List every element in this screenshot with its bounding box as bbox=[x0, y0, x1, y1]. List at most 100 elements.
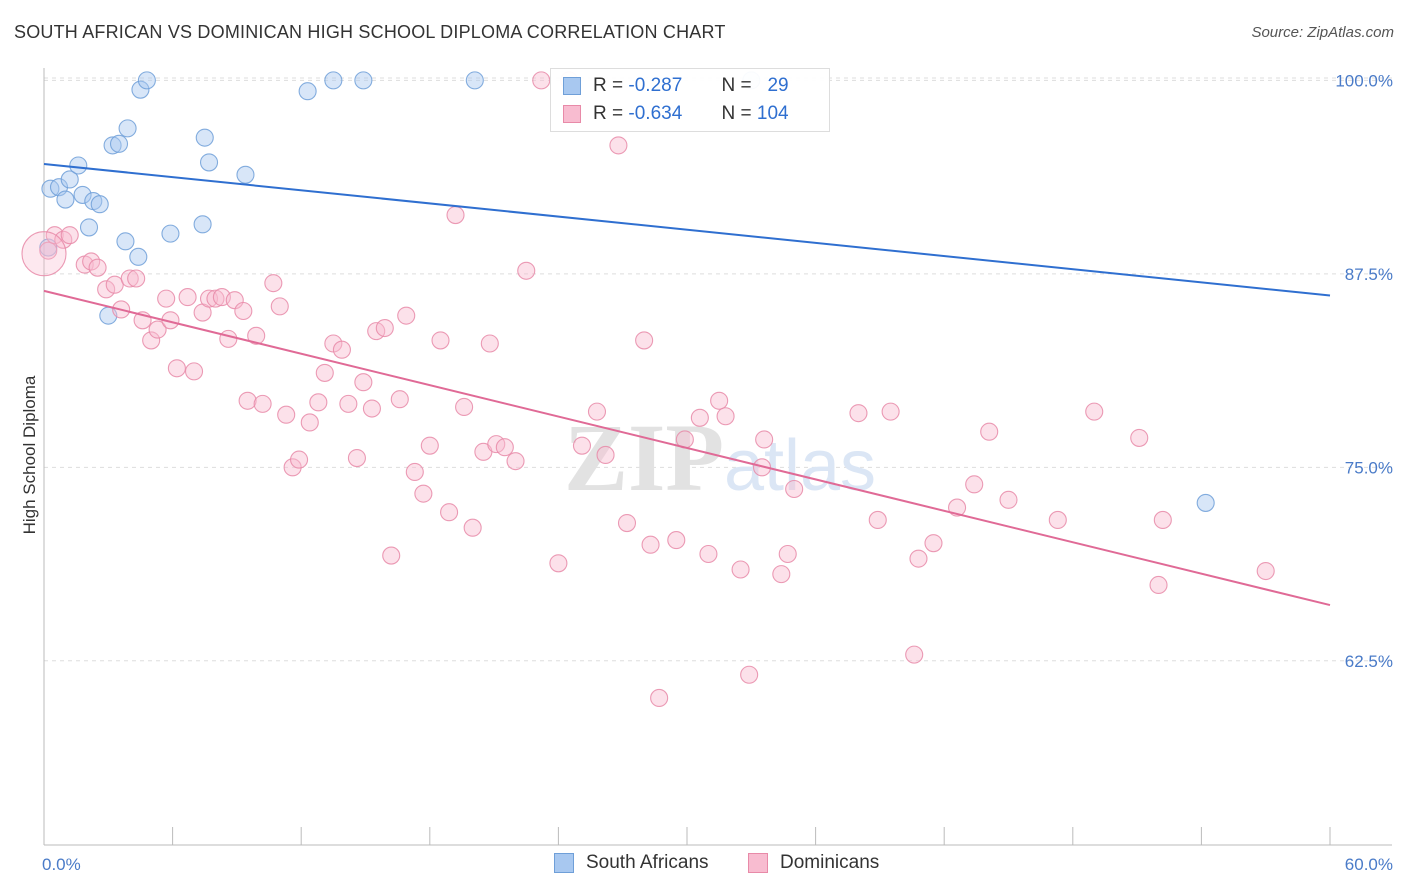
legend-swatch-dominicans bbox=[563, 105, 581, 123]
point-dominicans bbox=[740, 665, 759, 684]
grid bbox=[44, 77, 1392, 662]
point-dominicans bbox=[347, 448, 366, 468]
point-dominicans bbox=[127, 269, 146, 288]
chart-title: SOUTH AFRICAN VS DOMINICAN HIGH SCHOOL D… bbox=[14, 22, 726, 42]
point-dominicans bbox=[339, 394, 358, 413]
point-dominicans bbox=[315, 363, 334, 382]
point-dominicans bbox=[238, 391, 257, 410]
point-dominicans bbox=[924, 534, 943, 553]
point-dominicans bbox=[650, 688, 669, 708]
point-dominicans bbox=[253, 394, 272, 413]
point-dominicans bbox=[142, 331, 161, 350]
point-dominicans bbox=[755, 430, 774, 449]
series-legend: South Africans Dominicans bbox=[0, 852, 1406, 878]
point-dominicans bbox=[167, 359, 186, 378]
point-dominicans bbox=[382, 546, 401, 565]
point-dominicans bbox=[785, 479, 804, 499]
point-dominicans bbox=[1048, 510, 1067, 530]
point-dominicans bbox=[1085, 402, 1104, 421]
legend-r-label: R = bbox=[593, 75, 624, 96]
point-dominicans bbox=[905, 645, 924, 664]
point-dominicans bbox=[178, 288, 197, 307]
point-dominicans bbox=[1153, 510, 1172, 530]
point-south-africans bbox=[131, 80, 150, 99]
point-dominicans bbox=[617, 514, 637, 533]
point-dominicans bbox=[463, 518, 482, 537]
point-south-africans bbox=[465, 71, 484, 90]
point-dominicans bbox=[21, 231, 67, 277]
series-swatch-south-africans bbox=[554, 853, 574, 873]
point-dominicans bbox=[440, 503, 459, 522]
point-south-africans bbox=[109, 134, 129, 153]
point-south-africans bbox=[118, 119, 137, 138]
point-dominicans bbox=[635, 331, 654, 350]
point-dominicans bbox=[405, 462, 424, 482]
point-dominicans bbox=[587, 402, 607, 421]
trend-lines bbox=[43, 162, 1331, 607]
point-dominicans bbox=[309, 393, 328, 412]
point-dominicans bbox=[120, 269, 139, 288]
x-tick-label: 60.0% bbox=[1345, 855, 1393, 874]
point-dominicans bbox=[219, 329, 238, 348]
point-south-africans bbox=[236, 165, 255, 184]
legend-n-value: 104 bbox=[756, 103, 789, 124]
point-dominicans bbox=[97, 280, 116, 299]
point-dominicans bbox=[157, 289, 176, 308]
point-dominicans bbox=[397, 306, 416, 325]
y-tick-label: 87.5% bbox=[1345, 265, 1393, 284]
point-dominicans bbox=[948, 498, 967, 517]
point-dominicans bbox=[105, 275, 124, 294]
point-dominicans bbox=[965, 475, 984, 494]
point-dominicans bbox=[390, 390, 409, 409]
points bbox=[21, 71, 1275, 708]
legend-r-value: -0.634 bbox=[628, 103, 683, 124]
point-dominicans bbox=[431, 331, 450, 350]
point-dominicans bbox=[716, 407, 735, 426]
point-dominicans bbox=[772, 565, 791, 584]
point-south-africans bbox=[324, 71, 343, 90]
legend-row-dominicans: R = -0.634 N = 104 bbox=[563, 102, 789, 126]
point-south-africans bbox=[195, 128, 214, 147]
point-dominicans bbox=[184, 362, 204, 381]
point-dominicans bbox=[54, 230, 73, 249]
point-south-africans bbox=[193, 215, 212, 234]
point-dominicans bbox=[234, 301, 253, 321]
point-dominicans bbox=[270, 297, 289, 316]
point-south-africans bbox=[103, 136, 122, 155]
watermark: ZIPatlas bbox=[564, 404, 876, 511]
point-dominicans bbox=[332, 340, 351, 359]
point-south-africans bbox=[60, 170, 79, 189]
point-south-africans bbox=[137, 71, 156, 90]
series-legend-dominicans: Dominicans bbox=[748, 852, 879, 874]
point-dominicans bbox=[247, 326, 266, 345]
y-tick-label: 75.0% bbox=[1345, 458, 1393, 477]
point-dominicans bbox=[354, 373, 373, 392]
legend-n-value: 29 bbox=[767, 75, 789, 96]
point-dominicans bbox=[710, 391, 729, 410]
point-dominicans bbox=[778, 544, 797, 564]
point-dominicans bbox=[495, 438, 514, 457]
legend-swatch-south-africans bbox=[563, 77, 581, 95]
point-dominicans bbox=[480, 334, 499, 353]
point-south-africans bbox=[69, 156, 88, 175]
point-dominicans bbox=[264, 274, 283, 293]
x-tick-label: 0.0% bbox=[42, 855, 81, 874]
legend-row-south-africans: R = -0.287 N = 29 bbox=[563, 74, 789, 98]
point-dominicans bbox=[455, 397, 474, 417]
point-dominicans bbox=[517, 261, 536, 280]
chart-source: Source: ZipAtlas.com bbox=[1251, 24, 1394, 41]
series-legend-south-africans: South Africans bbox=[554, 852, 709, 874]
point-dominicans bbox=[881, 402, 900, 421]
series-swatch-dominicans bbox=[748, 853, 768, 873]
axes bbox=[43, 68, 1392, 846]
point-dominicans bbox=[300, 413, 319, 432]
point-dominicans bbox=[148, 320, 167, 339]
tick-labels: 100.0% 87.5% 75.0% 62.5% 0.0% 60.0% bbox=[42, 71, 1393, 874]
point-dominicans bbox=[609, 136, 628, 155]
point-dominicans bbox=[420, 436, 439, 455]
point-dominicans bbox=[290, 450, 309, 469]
series-name: South Africans bbox=[586, 852, 709, 873]
point-dominicans bbox=[572, 436, 592, 455]
point-dominicans bbox=[596, 445, 615, 465]
